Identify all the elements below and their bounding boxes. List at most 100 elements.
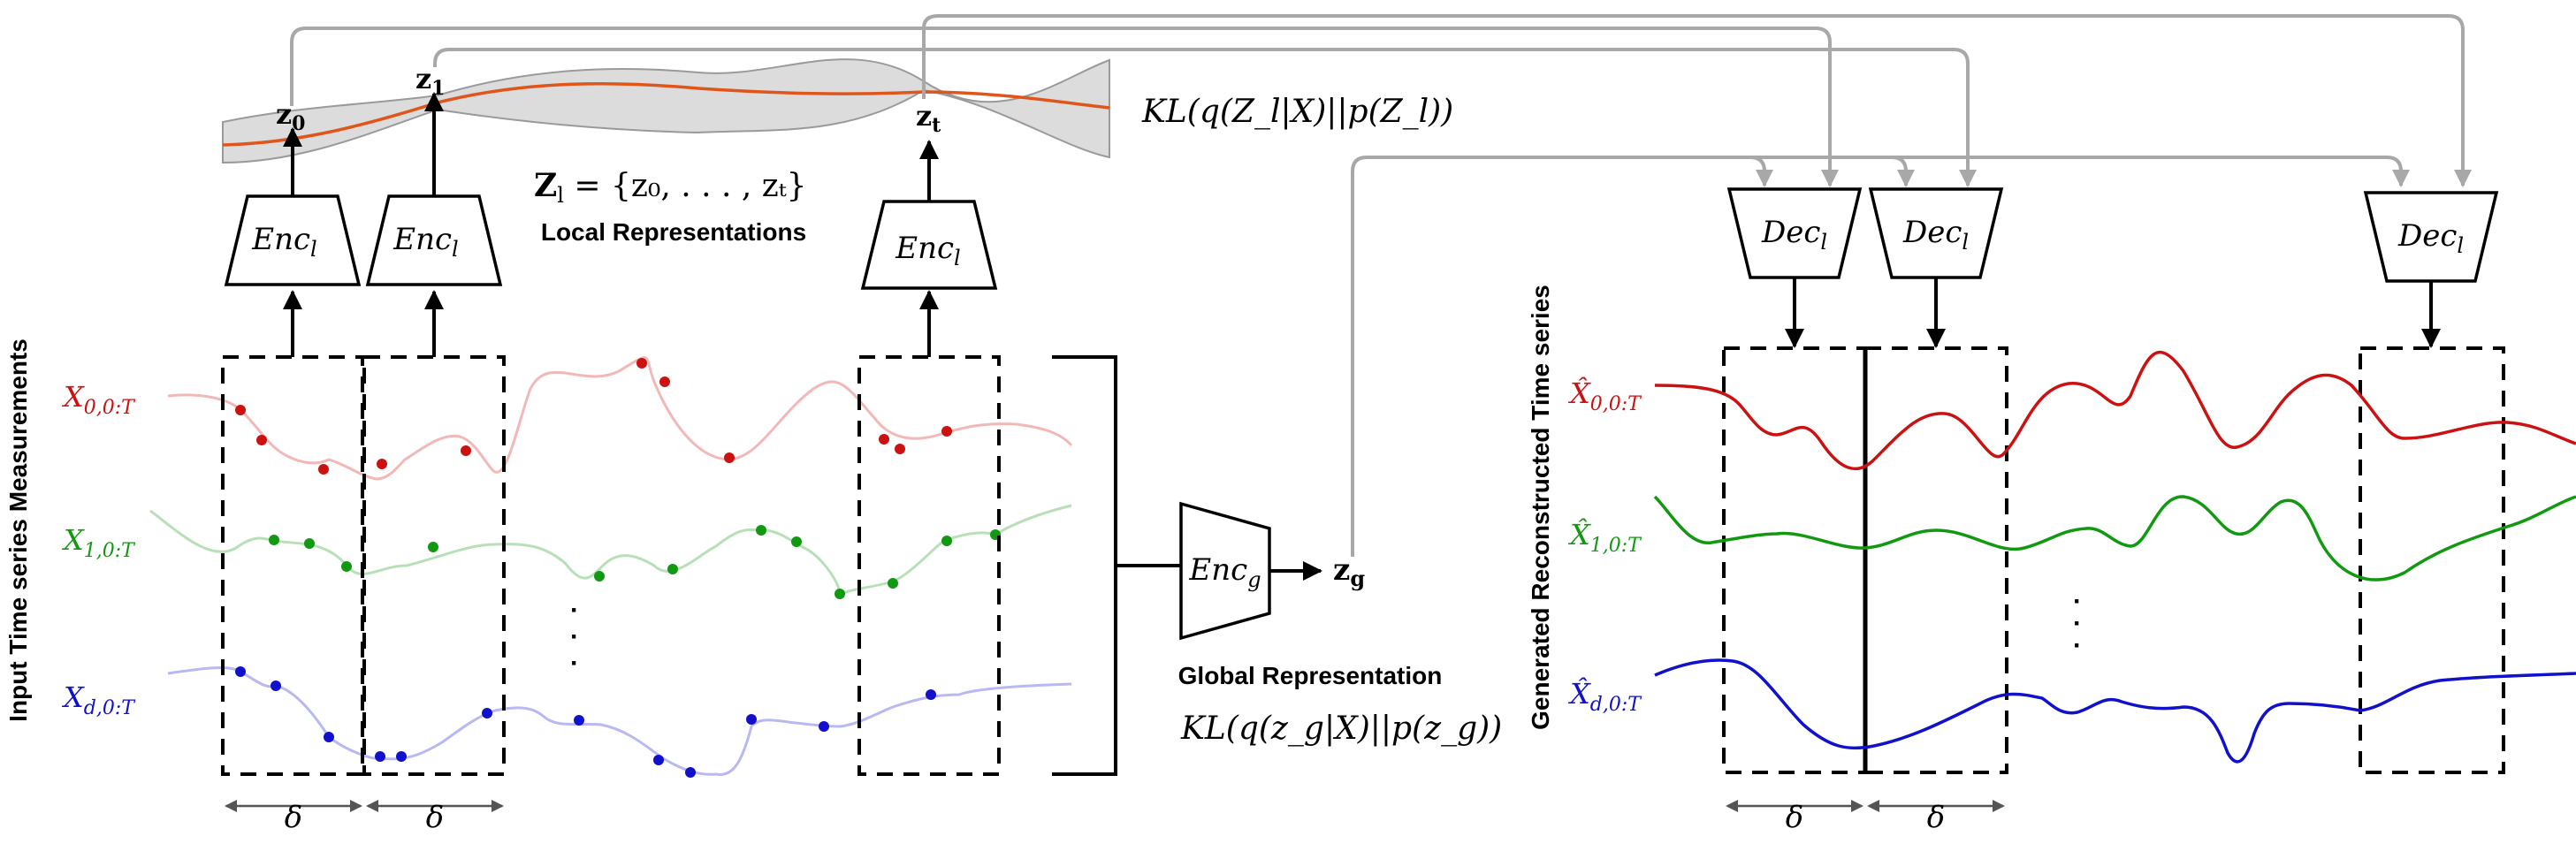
- window-to-encoder-arrows: [283, 290, 939, 357]
- local-set-expression: Zl = {z₀, . . . , zₜ}: [534, 167, 807, 208]
- input-point: [659, 376, 670, 387]
- decoder-to-window-arrows: [1785, 277, 2441, 348]
- output-series-labels: X̂0,0:T X̂1,0:T X̂d,0:T: [1567, 376, 1642, 716]
- output-curve-red: [1654, 351, 2576, 470]
- input-point: [256, 435, 267, 445]
- encoder-label: Encl: [392, 222, 458, 262]
- input-point: [271, 680, 281, 691]
- input-point: [941, 426, 952, 437]
- input-point: [941, 536, 952, 546]
- input-point: [724, 452, 735, 463]
- output-curve-blue: [1654, 658, 2576, 764]
- encoder-label: Encl: [251, 222, 316, 262]
- input-curve-green: [149, 504, 1072, 597]
- input-point: [375, 751, 385, 762]
- output-ellipsis: ·: [2073, 587, 2082, 616]
- input-curve-red: [167, 356, 1073, 481]
- output-series-label-1: X̂1,0:T: [1567, 518, 1642, 557]
- input-curve-blue: [167, 666, 1072, 776]
- output-window-1: [1863, 346, 2008, 774]
- input-point: [667, 564, 678, 574]
- input-point: [269, 535, 279, 545]
- input-points-green: [269, 525, 1001, 599]
- input-point: [235, 666, 246, 677]
- input-point: [341, 561, 352, 572]
- input-point: [574, 715, 584, 726]
- local-encoder-0: Encl: [224, 194, 362, 286]
- output-series-label-2: X̂d,0:T: [1567, 677, 1642, 716]
- input-point: [888, 578, 898, 589]
- local-encoder-t: Encl: [860, 200, 998, 290]
- global-bracket: [1052, 355, 1181, 776]
- delta-label: δ: [426, 800, 444, 835]
- input-point: [324, 732, 334, 742]
- output-ellipsis-dot: ·: [2073, 631, 2082, 660]
- global-representation-title: Global Representation: [1178, 662, 1443, 689]
- input-window-1: [362, 355, 506, 776]
- local-decoder-t: Decl: [2363, 191, 2499, 283]
- zg-label: zg: [1333, 552, 1365, 591]
- input-point: [396, 751, 407, 762]
- decoder-label: Decl: [1761, 215, 1827, 255]
- local-representations-title: Local Representations: [541, 218, 806, 246]
- input-point: [318, 464, 329, 475]
- input-series-label-1: X1,0:T: [61, 523, 136, 562]
- input-point: [819, 721, 829, 732]
- input-points-red: [235, 358, 952, 475]
- output-window-t: [2359, 346, 2505, 774]
- input-ellipsis-dot: ·: [570, 649, 579, 678]
- input-point: [377, 459, 387, 469]
- latent-uncertainty-band: [222, 58, 1110, 164]
- latent-skip-connections: [290, 14, 2472, 557]
- output-windows: [1722, 346, 2505, 774]
- local-decoders: Decl Decl Decl: [1726, 187, 2499, 283]
- input-ellipsis-dot: ·: [570, 622, 579, 651]
- latent-mean-curve: [222, 81, 1110, 147]
- input-point: [235, 405, 246, 415]
- input-window-t: [857, 355, 1001, 776]
- local-encoders: Encl Encl Encl: [224, 194, 998, 290]
- input-series-labels: X0,0:T X1,0:T Xd,0:T: [61, 380, 136, 719]
- global-kl-term: KL(q(z_g|X)||p(z_g)): [1180, 711, 1502, 747]
- input-point: [835, 589, 845, 599]
- input-point: [685, 767, 696, 778]
- input-point: [304, 538, 315, 549]
- output-series-curves: [1653, 351, 2576, 764]
- input-point: [746, 714, 757, 725]
- input-point: [482, 708, 492, 718]
- output-curve-green: [1653, 495, 2576, 582]
- input-point: [428, 542, 438, 552]
- skip-arrow-z0: [290, 27, 1839, 187]
- input-points-blue: [235, 666, 936, 778]
- input-point: [756, 525, 766, 536]
- decoder-label: Decl: [1902, 215, 1969, 255]
- output-axis-label: Generated Reconstructed Time series: [1527, 285, 1554, 730]
- input-series-curves: [149, 356, 1073, 776]
- decoder-label: Decl: [2397, 218, 2464, 258]
- input-series-label-2: Xd,0:T: [61, 680, 136, 719]
- local-decoder-1: Decl: [1868, 187, 2004, 279]
- skip-arrow-zt: [922, 14, 2472, 187]
- skip-arrow-z1: [433, 48, 1977, 187]
- local-kl-term: KL(q(Z_l|X)||p(Z_l)): [1141, 94, 1453, 130]
- output-series-label-0: X̂0,0:T: [1567, 376, 1642, 415]
- global-encoder: Encg: [1179, 501, 1271, 641]
- input-point: [636, 358, 647, 369]
- skip-arrow-zg: [1351, 156, 1773, 557]
- input-point: [461, 445, 471, 456]
- input-series-label-0: X0,0:T: [61, 380, 136, 419]
- encoder-label: Encl: [895, 231, 960, 270]
- local-decoder-0: Decl: [1726, 187, 1863, 279]
- input-point: [653, 755, 664, 765]
- input-point: [879, 434, 889, 445]
- skip-arrow-zg-dec3: [1892, 156, 2410, 187]
- delta-label: δ: [1786, 800, 1803, 835]
- output-ellipsis-dot: ·: [2073, 609, 2082, 638]
- input-point: [895, 444, 905, 454]
- local-encoder-1: Encl: [365, 194, 503, 286]
- input-point: [791, 536, 802, 547]
- z0-label: z0: [276, 97, 305, 135]
- encoder-to-latent-arrows: [283, 92, 939, 201]
- input-point: [926, 689, 936, 700]
